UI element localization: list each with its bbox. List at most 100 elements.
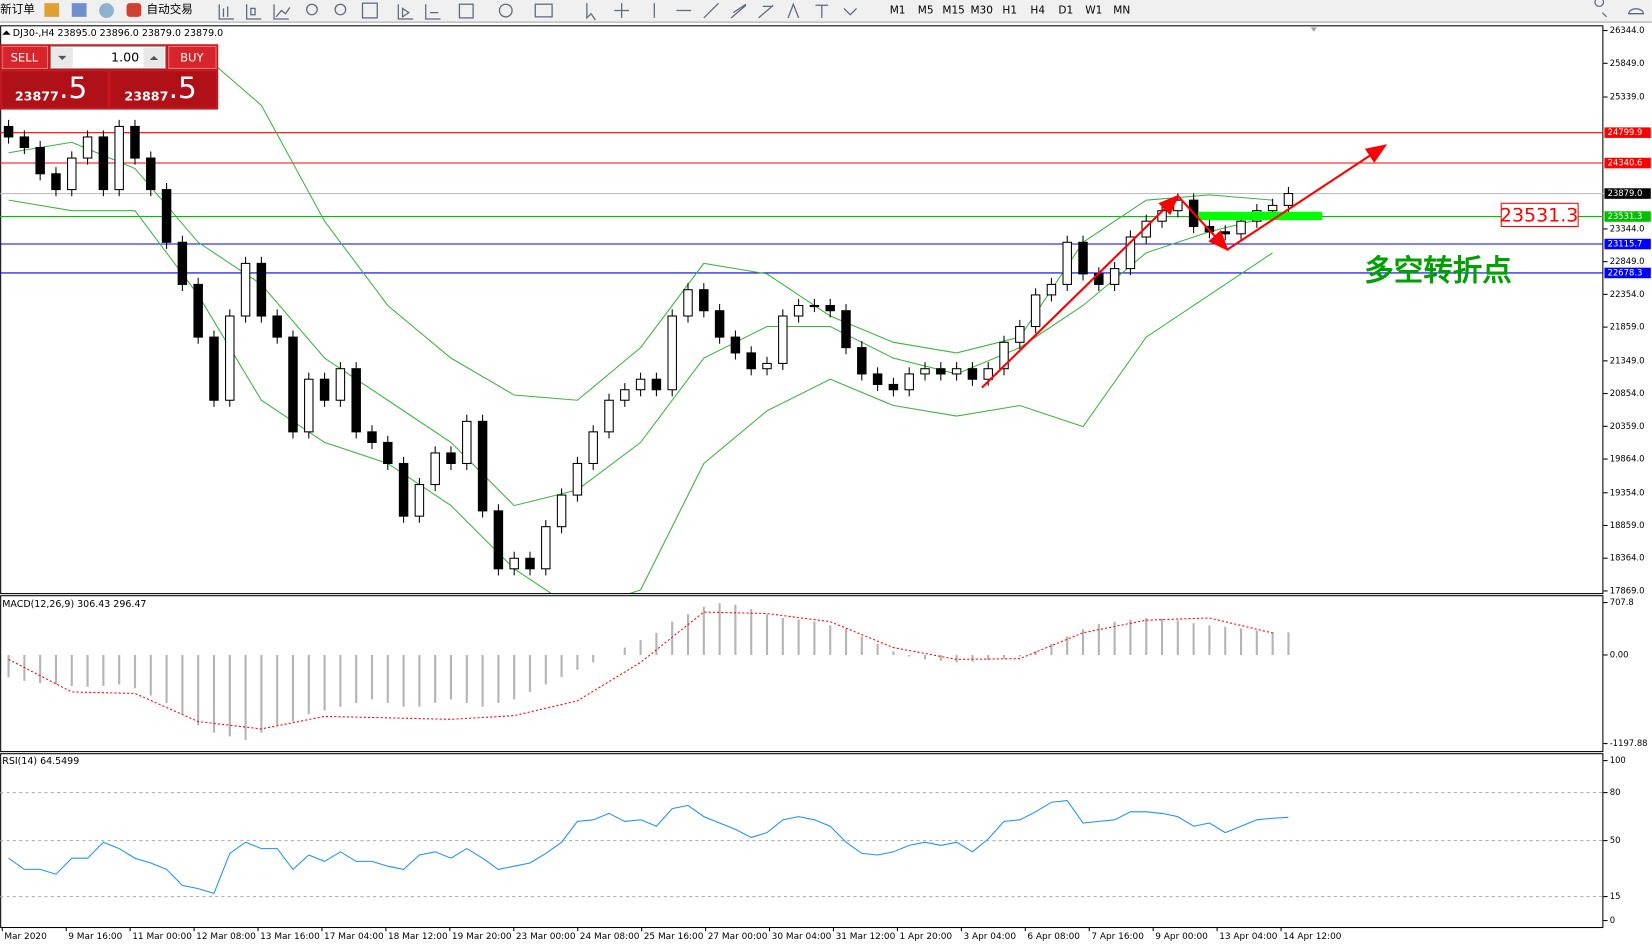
- candle-body: [635, 378, 646, 391]
- icon[interactable]: [246, 4, 262, 20]
- x-tick-label: 19 Mar 20:00: [452, 932, 512, 942]
- annotation: 多空转折点: [1364, 253, 1511, 287]
- x-tick-label: 9 Mar 16:00: [68, 932, 122, 942]
- candle-body: [841, 310, 851, 349]
- icon[interactable]: [730, 3, 747, 19]
- candle-body: [256, 262, 267, 317]
- icon[interactable]: [458, 3, 474, 19]
- icon[interactable]: [758, 4, 774, 19]
- icon[interactable]: [397, 4, 414, 20]
- icon[interactable]: [44, 3, 60, 17]
- lots-input[interactable]: [50, 45, 167, 69]
- trade-panel: SELL 1.00 BUY 23877 .5 23887 .5: [0, 44, 219, 110]
- price-level-label: 23531.3: [1608, 211, 1643, 221]
- candle-body: [683, 289, 693, 317]
- timeframe-button[interactable]: M15: [942, 5, 964, 17]
- level-callout-box: [1500, 202, 1579, 228]
- sell-price-fraction[interactable]: .5: [59, 71, 87, 105]
- icon: [149, 55, 159, 61]
- timeframe-button[interactable]: W1: [1085, 5, 1102, 17]
- candle-body: [98, 136, 109, 191]
- candle-body: [983, 368, 993, 380]
- icon[interactable]: [99, 3, 114, 18]
- candle-body: [951, 368, 962, 375]
- candle-body: [825, 304, 835, 312]
- icon[interactable]: [361, 2, 378, 19]
- symbol-info: DJ30-,H4 23895.0 23896.0 23879.0 23879.0: [13, 28, 223, 39]
- timeframe-button[interactable]: M1: [890, 5, 906, 17]
- candle-body: [572, 462, 583, 496]
- candle-body: [51, 173, 61, 191]
- lots-value[interactable]: 1.00: [111, 49, 139, 64]
- candle-body: [493, 510, 504, 570]
- timeframe-button[interactable]: M5: [918, 5, 934, 17]
- candle-body: [746, 352, 756, 370]
- candle-body: [762, 362, 772, 370]
- sell-price-box[interactable]: [2, 71, 108, 108]
- rsi-plot: [0, 792, 1604, 898]
- icon[interactable]: [334, 3, 347, 16]
- toolbar-icons: [218, 0, 1645, 21]
- collapse-icon[interactable]: [2, 30, 11, 35]
- icon[interactable]: [425, 4, 441, 20]
- buy-button[interactable]: [168, 45, 217, 69]
- support-zone: [1198, 211, 1323, 221]
- y-tick-label: 25849.0: [1610, 58, 1645, 68]
- icon[interactable]: [273, 4, 291, 20]
- timeframe-button[interactable]: H1: [1002, 5, 1017, 17]
- timeframe-button[interactable]: M30: [970, 5, 992, 17]
- icon: [58, 55, 67, 61]
- icon[interactable]: [787, 2, 857, 19]
- icon[interactable]: [71, 3, 87, 17]
- candle-body: [793, 304, 804, 317]
- price-level-tag: [1604, 127, 1651, 138]
- auto-trading-icon[interactable]: [126, 3, 142, 17]
- axes: 26344.0 25849.0 25339.0 23344.0 22849.0 22354…: [1, 25, 1651, 942]
- icon[interactable]: [306, 3, 318, 16]
- icon[interactable]: [653, 2, 720, 19]
- timeframe-button[interactable]: D1: [1058, 5, 1073, 17]
- buy-label[interactable]: BUY: [180, 50, 204, 64]
- bollinger-band: [8, 141, 1273, 507]
- buy-price-box[interactable]: [110, 71, 217, 108]
- candle-body: [525, 557, 535, 570]
- timeframe-button[interactable]: MN: [1113, 5, 1130, 17]
- x-tick-label: 7 Apr 16:00: [1091, 932, 1144, 942]
- candle-body: [1125, 236, 1136, 270]
- sell-label[interactable]: SELL: [11, 50, 39, 64]
- icon[interactable]: [498, 3, 513, 18]
- buy-price[interactable]: 23887: [124, 88, 168, 103]
- arrow: [1177, 195, 1229, 252]
- candle-body: [430, 452, 440, 486]
- candle-body: [351, 368, 361, 433]
- sell-button[interactable]: [1, 45, 49, 69]
- x-tick-label: 13 Mar 16:00: [260, 932, 320, 942]
- price-level-tag: [1604, 188, 1651, 199]
- y-tick-label: 22849.0: [1610, 256, 1645, 266]
- icon[interactable]: [1594, 0, 1645, 18]
- new-order-button[interactable]: 新订单: [0, 2, 35, 16]
- buy-price-fraction[interactable]: .5: [169, 71, 197, 105]
- icon[interactable]: [534, 3, 553, 18]
- candle-body: [667, 315, 677, 391]
- icon[interactable]: [218, 4, 234, 20]
- candle-body: [872, 373, 883, 385]
- y-tick-label: 18859.0: [1610, 520, 1645, 530]
- timeframe-button[interactable]: H4: [1030, 5, 1045, 17]
- candle-body: [398, 462, 409, 517]
- candle-body: [130, 125, 140, 159]
- icon[interactable]: [614, 3, 630, 18]
- candle-body: [556, 494, 567, 528]
- x-tick-label: 30 Mar 04:00: [772, 932, 832, 942]
- y-tick-label: 19864.0: [1610, 454, 1645, 464]
- chart-window: [0, 25, 1652, 947]
- icon[interactable]: [586, 3, 596, 21]
- y-tick-label: 15: [1610, 891, 1621, 901]
- candle-body: [193, 283, 203, 338]
- y-tick-label: 19354.0: [1610, 487, 1645, 497]
- candle-body: [383, 441, 393, 464]
- arrow: [1226, 144, 1388, 251]
- sell-price[interactable]: 23877: [15, 88, 59, 103]
- auto-trading-button[interactable]: 自动交易: [147, 2, 193, 16]
